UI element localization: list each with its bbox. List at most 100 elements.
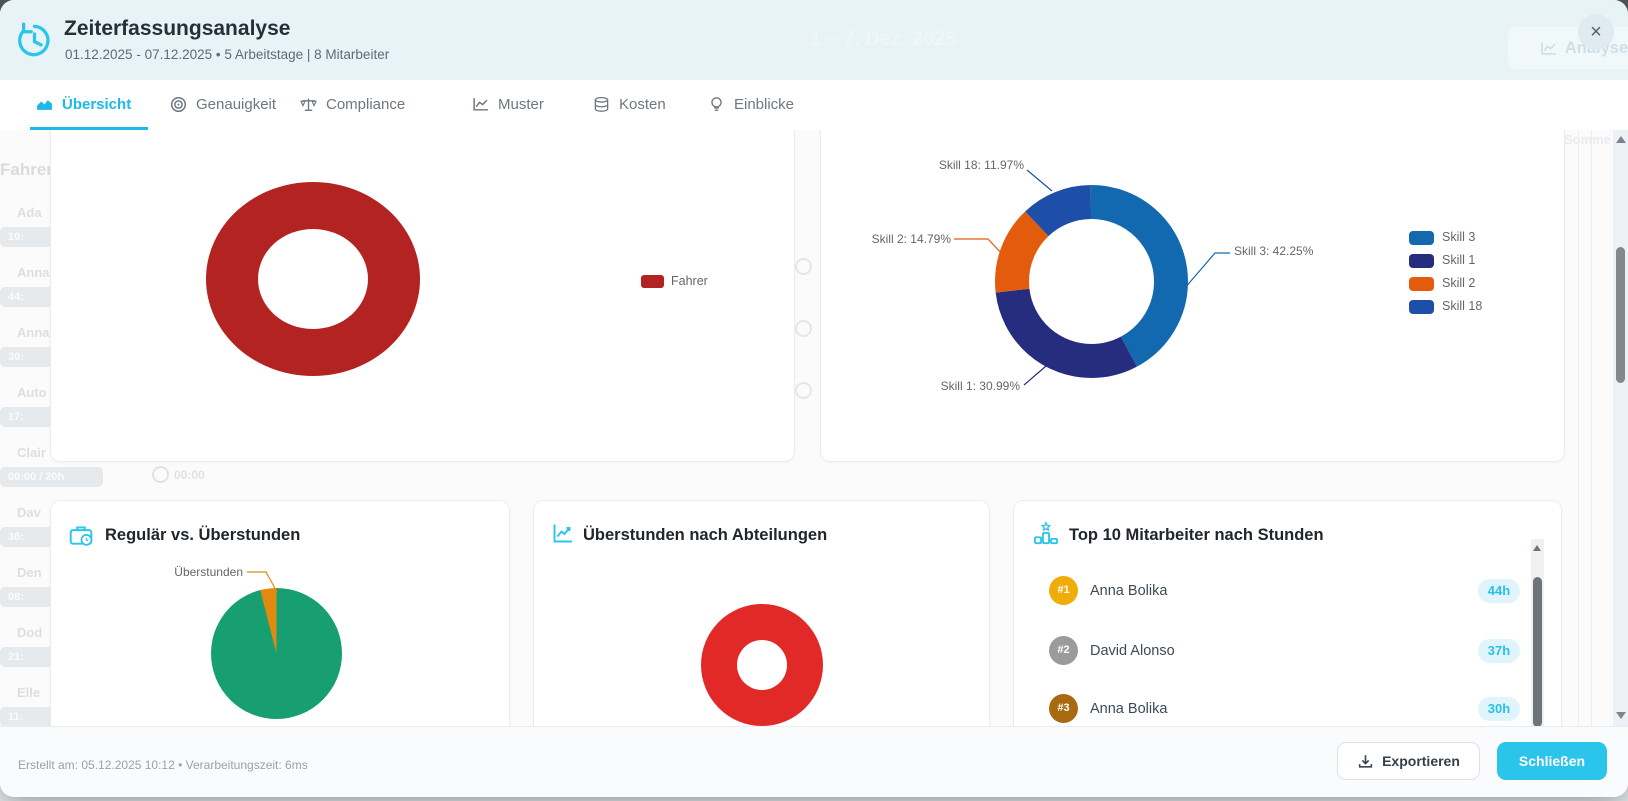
tab-einblicke[interactable]: Einblicke bbox=[708, 80, 794, 129]
top10-name-3: Anna Bolika bbox=[1090, 701, 1168, 717]
skills-donut-chart bbox=[995, 185, 1188, 378]
scroll-up-icon[interactable] bbox=[1533, 545, 1541, 551]
background-row-time: 08: bbox=[0, 587, 56, 607]
card-overtime-departments: Überstunden nach Abteilungen bbox=[533, 500, 990, 726]
briefcase-clock-icon bbox=[69, 526, 93, 546]
tab-genauigkeit[interactable]: Genauigkeit bbox=[170, 80, 276, 129]
legend-swatch-skill3[interactable] bbox=[1409, 231, 1434, 245]
clock-icon bbox=[795, 258, 812, 275]
clock-icon bbox=[152, 466, 169, 483]
tab-label: Übersicht bbox=[62, 96, 132, 113]
tab-compliance[interactable]: Compliance bbox=[300, 80, 405, 129]
card-title-overtime-departments: Überstunden nach Abteilungen bbox=[583, 526, 828, 544]
background-row-time: 36: bbox=[0, 527, 56, 547]
line-chart-icon bbox=[473, 98, 488, 111]
top10-name-1: Anna Bolika bbox=[1090, 583, 1168, 599]
slice-label-skill18: Skill 18: 11.97% bbox=[938, 158, 1024, 172]
clock-icon bbox=[795, 320, 812, 337]
donut-hole bbox=[737, 640, 787, 690]
tab-label: Compliance bbox=[326, 96, 406, 113]
top10-hours-3: 30h bbox=[1478, 697, 1520, 721]
background-row-time: 21: bbox=[0, 647, 56, 667]
background-row-time: 11: bbox=[0, 707, 56, 726]
rank-badge-3: #3 bbox=[1049, 694, 1078, 723]
rank-badge-2: #2 bbox=[1049, 636, 1078, 665]
background-row-name: Den bbox=[17, 565, 42, 580]
legend-label-skill3[interactable]: Skill 3 bbox=[1442, 230, 1476, 244]
background-row-name: Dod bbox=[17, 625, 43, 640]
slice-label-skill3: Skill 3: 42.25% bbox=[1234, 244, 1314, 258]
tab-uebersicht[interactable]: Übersicht bbox=[36, 80, 131, 129]
top10-name-2: David Alonso bbox=[1090, 643, 1175, 659]
schliessen-button[interactable]: Schließen bbox=[1497, 742, 1607, 780]
background-row-name: Dav bbox=[17, 505, 41, 520]
body-scrollbar-track[interactable] bbox=[1613, 130, 1628, 726]
background-row-name: Ada bbox=[17, 205, 42, 220]
tab-kosten[interactable]: Kosten bbox=[593, 80, 666, 129]
background-column-header: Fahrer bbox=[0, 160, 53, 179]
lightbulb-icon bbox=[711, 97, 722, 111]
background-row-name: Anna bbox=[17, 325, 50, 340]
tab-muster[interactable]: Muster bbox=[472, 80, 544, 129]
modal-body: Fahrer Ada 10: Anna 44: Anna 30: Auto 17… bbox=[0, 130, 1628, 726]
background-row-time: 44: bbox=[0, 287, 56, 307]
card-title-regular-overtime: Regulär vs. Überstunden bbox=[105, 526, 301, 544]
tab-label: Kosten bbox=[619, 96, 666, 113]
target-icon bbox=[170, 96, 187, 113]
tab-label: Genauigkeit bbox=[196, 96, 277, 113]
card-skills-chart: Skill 18: 11.97% Skill 2: 14.79% Skill 3… bbox=[820, 130, 1565, 462]
top10-scrollbar-thumb[interactable] bbox=[1533, 577, 1542, 726]
background-row-time: 30: bbox=[0, 347, 56, 367]
legend-label-fahrer[interactable]: Fahrer bbox=[671, 274, 708, 288]
legend-swatch-fahrer[interactable] bbox=[641, 275, 664, 288]
area-chart-icon bbox=[37, 100, 52, 110]
modal-footer: Erstellt am: 05.12.2025 10:12 • Verarbei… bbox=[0, 726, 1628, 797]
rank-badge-1: #1 bbox=[1049, 576, 1078, 605]
modal-title: Zeiterfassungsanalyse bbox=[64, 17, 291, 40]
body-scrollbar-thumb[interactable] bbox=[1616, 247, 1625, 383]
background-clock-item: 00:00 bbox=[152, 466, 205, 483]
legend-swatch-skill18[interactable] bbox=[1409, 300, 1434, 314]
regular-overtime-pie-chart bbox=[211, 588, 342, 719]
legend-label-skill18[interactable]: Skill 18 bbox=[1442, 299, 1483, 313]
background-row-name: Anna bbox=[17, 265, 50, 280]
legend-swatch-skill2[interactable] bbox=[1409, 277, 1434, 291]
background-row-time: 10: bbox=[0, 227, 56, 247]
download-icon bbox=[1358, 754, 1373, 768]
background-row-time: 00:00 / 20h bbox=[0, 467, 103, 487]
card-fahrer-chart: Fahrer bbox=[50, 130, 795, 462]
top10-hours-2: 37h bbox=[1478, 639, 1520, 663]
export-button[interactable]: Exportieren bbox=[1337, 742, 1480, 780]
podium-star-icon bbox=[1034, 521, 1058, 545]
active-tab-underline bbox=[30, 127, 148, 130]
modal-subtitle: 01.12.2025 - 07.12.2025 • 5 Arbeitstage … bbox=[65, 47, 390, 62]
modal-header: 1 – 7. Dez. 2025 Analyse Zeiterfassungsa… bbox=[0, 0, 1628, 80]
legend-label-skill1[interactable]: Skill 1 bbox=[1442, 253, 1476, 267]
tab-label: Muster bbox=[498, 96, 544, 113]
slice-label-skill2: Skill 2: 14.79% bbox=[871, 232, 951, 246]
scroll-up-icon[interactable] bbox=[1616, 136, 1626, 143]
overtime-leader-line bbox=[247, 571, 278, 593]
footer-created-note: Erstellt am: 05.12.2025 10:12 • Verarbei… bbox=[18, 758, 308, 772]
card-regular-overtime: Regulär vs. Überstunden Überstunden bbox=[50, 500, 510, 726]
departments-donut-chart bbox=[701, 604, 823, 726]
top10-hours-1: 44h bbox=[1478, 579, 1520, 603]
line-chart-icon bbox=[1541, 41, 1556, 55]
skills-leader-lines bbox=[954, 169, 1230, 386]
legend-label-skill2[interactable]: Skill 2 bbox=[1442, 276, 1476, 290]
slice-label-skill1: Skill 1: 30.99% bbox=[940, 379, 1020, 393]
tab-label: Einblicke bbox=[734, 96, 795, 113]
history-clock-icon bbox=[18, 22, 50, 57]
slice-label-ueberstunden: Überstunden bbox=[174, 565, 243, 579]
scales-icon bbox=[300, 98, 317, 112]
card-title-top10: Top 10 Mitarbeiter nach Stunden bbox=[1069, 526, 1324, 544]
scroll-down-icon[interactable] bbox=[1616, 712, 1626, 719]
close-icon[interactable]: × bbox=[1578, 14, 1614, 50]
background-ghost-text: Somme bbox=[1564, 132, 1611, 147]
coins-icon bbox=[594, 96, 609, 112]
legend-swatch-skill1[interactable] bbox=[1409, 254, 1434, 268]
clock-icon bbox=[795, 382, 812, 399]
background-date-range: 1 – 7. Dez. 2025 bbox=[810, 28, 957, 50]
trend-chart-icon bbox=[553, 524, 572, 543]
